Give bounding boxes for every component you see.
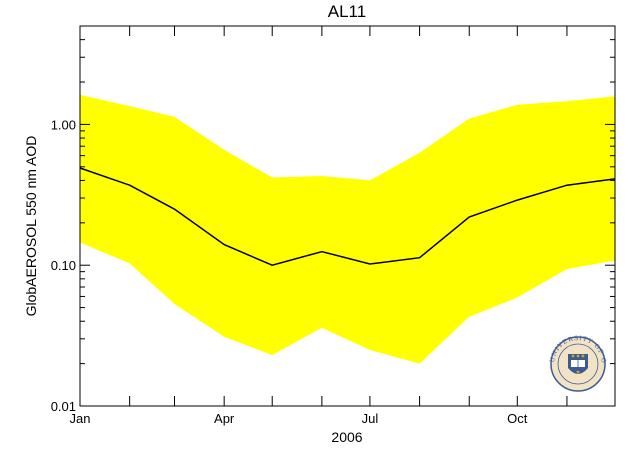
x-tick-label: Oct	[507, 411, 528, 426]
x-tick-label: Jan	[70, 411, 91, 426]
university-of-oxford-seal: UNIVERSITY OF OXFORD	[549, 335, 606, 392]
x-tick-label: Jul	[362, 411, 379, 426]
y-tick-label: 1.00	[51, 117, 76, 132]
chart-title: AL11	[328, 2, 366, 21]
y-tick-label: 0.10	[51, 258, 76, 273]
uncertainty-band	[80, 94, 615, 364]
tick-labels: Jan Apr Jul Oct 0.01 0.10 1.00	[51, 117, 528, 426]
x-axis-label: 2006	[331, 429, 362, 445]
median-series-line	[79, 167, 616, 266]
y-tick-label: 0.01	[51, 399, 76, 414]
y-axis-label: GlobAEROSOL 550 nm AOD	[23, 136, 39, 317]
plot-frame	[79, 25, 616, 407]
plot-area	[79, 94, 616, 364]
x-tick-label: Apr	[214, 411, 235, 426]
